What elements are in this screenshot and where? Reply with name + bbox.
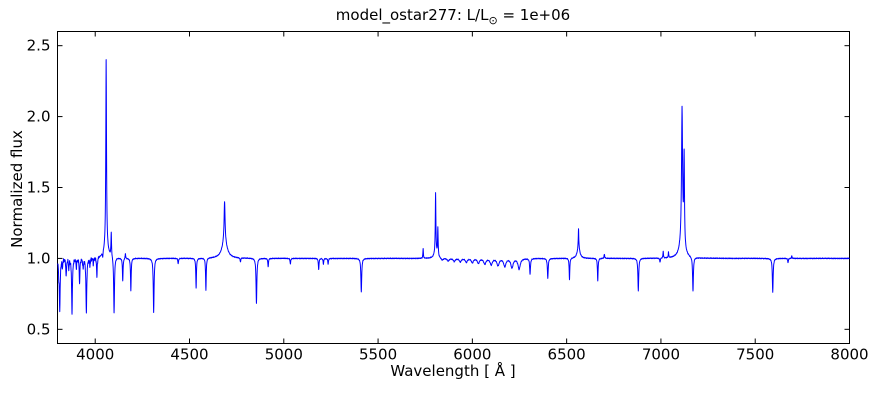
y-axis-label: Normalized flux [8,130,26,248]
x-tick-label: 4500 [170,346,208,364]
chart-title-text: model_ostar277: L/L [335,6,489,24]
x-tick-label: 7500 [736,346,774,364]
y-tick-label: 1.5 [27,179,51,197]
x-axis-label: Wavelength [ Å ] [390,362,516,380]
plot-frame [57,31,850,344]
y-tick-label: 2.0 [27,108,51,126]
x-tick-label: 4000 [76,346,114,364]
x-tick-label: 6500 [548,346,586,364]
spectrum-line [57,59,850,315]
sun-symbol: ⊙ [488,14,498,27]
x-tick-label: 7000 [642,346,680,364]
y-tick-label: 2.5 [27,37,51,55]
x-tick-label: 8000 [830,346,868,364]
chart-title: model_ostar277: L/L⊙ = 1e+06 [57,6,849,30]
y-tick-label: 1.0 [27,249,51,267]
x-tick-label: 6000 [453,346,491,364]
chart-title-value: = 1e+06 [497,6,571,24]
x-tick-label: 5500 [359,346,397,364]
x-tick-label: 5000 [265,346,303,364]
y-tick-label: 0.5 [27,320,51,338]
